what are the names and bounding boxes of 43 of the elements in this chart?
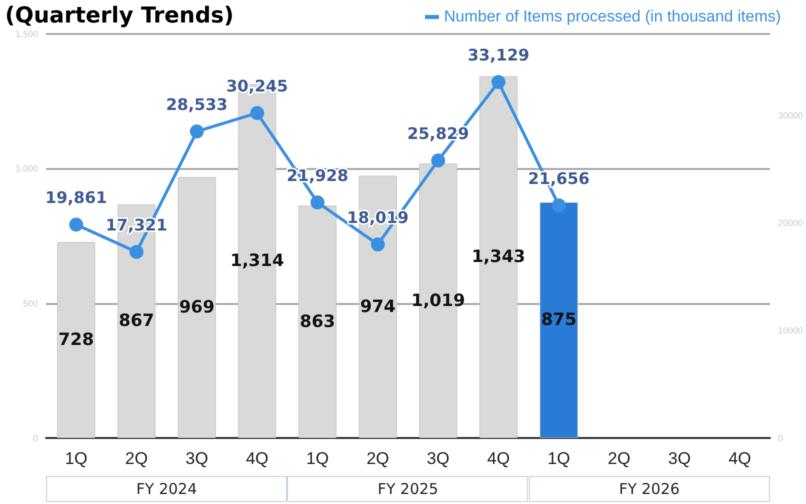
x-tick-label: 2Q bbox=[366, 449, 390, 468]
point bbox=[69, 218, 84, 232]
x-tick-label: 2Q bbox=[608, 449, 630, 468]
data-label: 728 bbox=[58, 330, 94, 350]
data-label: 969 bbox=[179, 298, 215, 318]
point bbox=[552, 198, 566, 212]
point bbox=[310, 195, 324, 210]
x-tick-label: 1Q bbox=[547, 449, 570, 468]
text: FY 2026 bbox=[528, 476, 770, 502]
data-label: 974 bbox=[360, 296, 396, 317]
data-label: 33,129 bbox=[468, 46, 530, 65]
text: FY 2024 bbox=[46, 476, 288, 502]
data-label: 1,343 bbox=[472, 247, 526, 268]
x-tick-label: 2Q bbox=[125, 449, 148, 468]
point bbox=[492, 75, 506, 90]
bar bbox=[298, 206, 336, 438]
data-label: 28,533 bbox=[166, 94, 228, 114]
x-tick-label: 4Q bbox=[246, 449, 269, 468]
bar bbox=[540, 202, 578, 438]
x-tick-label: 4Q bbox=[487, 449, 510, 468]
text: FY 2025 bbox=[287, 476, 528, 502]
data-label: 867 bbox=[118, 311, 154, 332]
bar bbox=[57, 242, 96, 438]
data-label: 863 bbox=[300, 312, 336, 332]
bar bbox=[178, 177, 216, 438]
x-tick-label: 3Q bbox=[426, 449, 450, 468]
point bbox=[370, 237, 385, 252]
x-tick-label: 1Q bbox=[64, 449, 88, 468]
legend-label: Number of Items processed (in thousand items) bbox=[444, 8, 781, 26]
x-tick-label: 3Q bbox=[668, 449, 691, 468]
point bbox=[431, 153, 446, 168]
data-label: 30,245 bbox=[226, 76, 288, 96]
point bbox=[250, 106, 264, 120]
data-label: 1,019 bbox=[411, 290, 466, 311]
x-tick-label: 1Q bbox=[306, 449, 329, 468]
data-label: 1,314 bbox=[230, 251, 284, 272]
data-label: 19,861 bbox=[45, 188, 108, 208]
x-tick-label: 3Q bbox=[185, 449, 208, 468]
point bbox=[190, 124, 204, 138]
point bbox=[130, 244, 144, 259]
data-label: 875 bbox=[541, 310, 577, 330]
chart-title: (Quarterly Trends) bbox=[5, 4, 234, 28]
x-tick-label: 4Q bbox=[728, 449, 752, 468]
